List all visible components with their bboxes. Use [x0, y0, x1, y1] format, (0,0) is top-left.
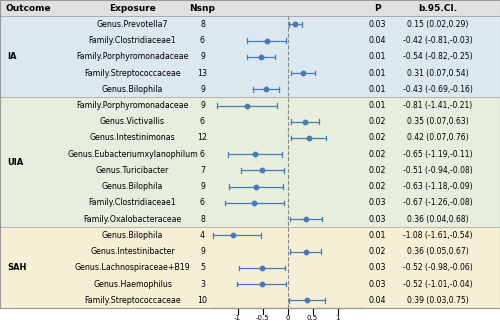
- Text: 0.42 (0.07,0.76): 0.42 (0.07,0.76): [406, 133, 469, 142]
- Text: 0.02: 0.02: [369, 133, 386, 142]
- Text: 0.36 (0.05,0.67): 0.36 (0.05,0.67): [406, 247, 469, 256]
- Text: Family.Oxalobacteraceae: Family.Oxalobacteraceae: [84, 215, 182, 224]
- Text: 3: 3: [200, 280, 205, 289]
- Text: 4: 4: [200, 231, 205, 240]
- Text: b.95.CI.: b.95.CI.: [418, 4, 457, 13]
- Text: -0.52 (-1.01,-0.04): -0.52 (-1.01,-0.04): [402, 280, 472, 289]
- Text: Family.Porphyromonadaceae: Family.Porphyromonadaceae: [76, 52, 188, 61]
- Text: 0.02: 0.02: [369, 247, 386, 256]
- Text: 6: 6: [200, 150, 205, 159]
- Text: 0: 0: [285, 315, 290, 321]
- Text: Family.Clostridiaceae1: Family.Clostridiaceae1: [88, 36, 176, 45]
- Text: 13: 13: [198, 68, 207, 78]
- Text: 0.31 (0.07,0.54): 0.31 (0.07,0.54): [406, 68, 469, 78]
- Text: 0.01: 0.01: [369, 101, 386, 110]
- Text: 8: 8: [200, 20, 205, 29]
- Text: -0.54 (-0.82,-0.25): -0.54 (-0.82,-0.25): [402, 52, 472, 61]
- Text: 9: 9: [200, 85, 205, 94]
- Text: Nsnp: Nsnp: [190, 4, 216, 13]
- Text: 0.01: 0.01: [369, 85, 386, 94]
- Text: 7: 7: [200, 166, 205, 175]
- Text: IA: IA: [8, 52, 17, 61]
- Text: 0.02: 0.02: [369, 117, 386, 126]
- Text: 6: 6: [200, 117, 205, 126]
- Text: Genus.Prevotella7: Genus.Prevotella7: [97, 20, 168, 29]
- Text: 0.36 (0.04,0.68): 0.36 (0.04,0.68): [406, 215, 469, 224]
- Text: 0.5: 0.5: [307, 315, 318, 321]
- Text: -0.51 (-0.94,-0.08): -0.51 (-0.94,-0.08): [402, 166, 472, 175]
- Text: P: P: [374, 4, 381, 13]
- Text: 0.03: 0.03: [369, 20, 386, 29]
- Bar: [0, 0, 500, 16]
- Bar: [0, 98, 500, 227]
- Text: 12: 12: [198, 133, 207, 142]
- Text: -0.63 (-1.18,-0.09): -0.63 (-1.18,-0.09): [402, 182, 472, 191]
- Text: 9: 9: [200, 101, 205, 110]
- Text: -0.81 (-1.41,-0.21): -0.81 (-1.41,-0.21): [403, 101, 472, 110]
- Text: Exposure: Exposure: [109, 4, 156, 13]
- Text: Genus.Intestinimonas: Genus.Intestinimonas: [90, 133, 176, 142]
- Text: Genus.Intestinibacter: Genus.Intestinibacter: [90, 247, 175, 256]
- Text: -0.43 (-0.69,-0.16): -0.43 (-0.69,-0.16): [402, 85, 472, 94]
- Text: 8: 8: [200, 215, 205, 224]
- Text: 0.04: 0.04: [369, 36, 386, 45]
- Text: Outcome: Outcome: [5, 4, 51, 13]
- Text: 10: 10: [198, 296, 207, 305]
- Text: -0.65 (-1.19,-0.11): -0.65 (-1.19,-0.11): [403, 150, 472, 159]
- Text: UIA: UIA: [8, 158, 24, 167]
- Text: 9: 9: [200, 247, 205, 256]
- Text: -1.08 (-1.61,-0.54): -1.08 (-1.61,-0.54): [403, 231, 472, 240]
- Text: 9: 9: [200, 52, 205, 61]
- Text: -0.42 (-0.81,-0.03): -0.42 (-0.81,-0.03): [402, 36, 472, 45]
- Text: -0.5: -0.5: [256, 315, 270, 321]
- Text: Genus.Eubacteriumxylanophilum: Genus.Eubacteriumxylanophilum: [67, 150, 198, 159]
- Text: -0.52 (-0.98,-0.06): -0.52 (-0.98,-0.06): [402, 263, 472, 272]
- Text: 0.03: 0.03: [369, 198, 386, 207]
- Text: Genus.Victivallis: Genus.Victivallis: [100, 117, 165, 126]
- Text: Family.Clostridiaceae1: Family.Clostridiaceae1: [88, 198, 176, 207]
- Text: 0.02: 0.02: [369, 150, 386, 159]
- Bar: [0, 16, 500, 98]
- Text: 6: 6: [200, 198, 205, 207]
- Text: 0.15 (0.02,0.29): 0.15 (0.02,0.29): [407, 20, 468, 29]
- Text: 0.02: 0.02: [369, 166, 386, 175]
- Text: Genus.Bilophila: Genus.Bilophila: [102, 231, 163, 240]
- Text: Genus.Haemophilus: Genus.Haemophilus: [93, 280, 172, 289]
- Text: 9: 9: [200, 182, 205, 191]
- Text: Family.Porphyromonadaceae: Family.Porphyromonadaceae: [76, 101, 188, 110]
- Text: 1: 1: [335, 315, 340, 321]
- Text: 0.03: 0.03: [369, 263, 386, 272]
- Text: Genus.Bilophila: Genus.Bilophila: [102, 85, 163, 94]
- Text: Genus.Lachnospiraceae+B19: Genus.Lachnospiraceae+B19: [74, 263, 190, 272]
- Text: Genus.Turicibacter: Genus.Turicibacter: [96, 166, 169, 175]
- Text: 0.02: 0.02: [369, 182, 386, 191]
- Text: -0.67 (-1.26,-0.08): -0.67 (-1.26,-0.08): [402, 198, 472, 207]
- Text: 5: 5: [200, 263, 205, 272]
- Text: 0.01: 0.01: [369, 231, 386, 240]
- Text: -1: -1: [234, 315, 241, 321]
- Text: 6: 6: [200, 36, 205, 45]
- Text: 0.04: 0.04: [369, 296, 386, 305]
- Text: SAH: SAH: [8, 263, 27, 272]
- Text: 0.03: 0.03: [369, 215, 386, 224]
- Bar: [0, 227, 500, 308]
- Text: Family.Streptococcaceae: Family.Streptococcaceae: [84, 296, 181, 305]
- Text: 0.01: 0.01: [369, 68, 386, 78]
- Text: 0.35 (0.07,0.63): 0.35 (0.07,0.63): [406, 117, 469, 126]
- Text: 0.39 (0.03,0.75): 0.39 (0.03,0.75): [406, 296, 469, 305]
- Text: Genus.Bilophila: Genus.Bilophila: [102, 182, 163, 191]
- Text: 0.01: 0.01: [369, 52, 386, 61]
- Text: Family.Streptococcaceae: Family.Streptococcaceae: [84, 68, 181, 78]
- Text: 0.03: 0.03: [369, 280, 386, 289]
